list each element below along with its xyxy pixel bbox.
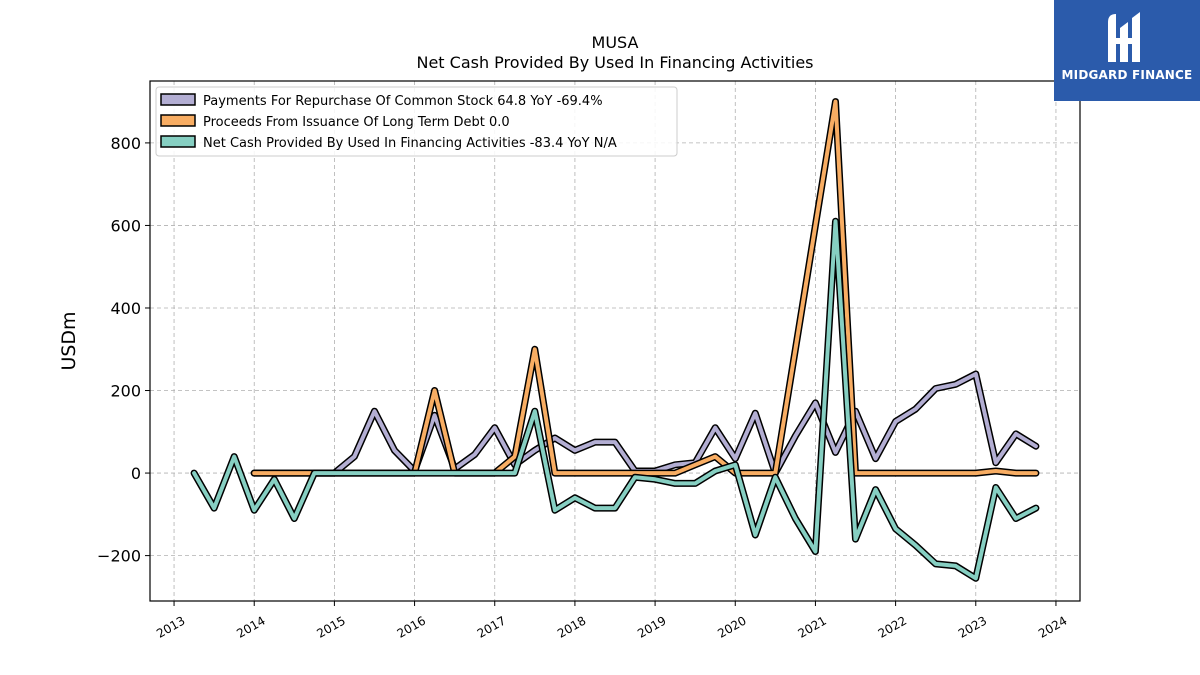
series-2 — [190, 217, 1040, 582]
x-tick-label: 2013 — [154, 613, 187, 640]
chart-title-group: MUSA Net Cash Provided By Used In Financ… — [416, 33, 813, 72]
y-tick-label: 200 — [110, 382, 141, 401]
axis-layer: 2013 2014 2015 2016 2017 2018 2019 2020 2021 2022… — [97, 134, 1069, 641]
y-tick-label: 400 — [110, 299, 141, 318]
x-tick-label: 2021 — [795, 613, 828, 640]
x-tick-label: 2015 — [314, 613, 347, 640]
x-tick-label: 2018 — [555, 613, 588, 640]
chart-title: MUSA — [592, 33, 639, 52]
y-axis-label: USDm — [58, 311, 80, 370]
x-tick-label: 2014 — [234, 613, 267, 640]
legend-label: Proceeds From Issuance Of Long Term Debt… — [203, 115, 510, 130]
x-tick-label: 2024 — [1036, 613, 1069, 640]
y-tick-label: 600 — [110, 216, 141, 235]
y-tick-label: 800 — [110, 134, 141, 153]
x-tick-label: 2019 — [635, 613, 668, 640]
x-tick-label: 2020 — [715, 613, 748, 640]
series-line-outline — [190, 217, 1040, 582]
legend-label: Payments For Repurchase Of Common Stock … — [203, 94, 603, 109]
legend-entry: Payments For Repurchase Of Common Stock … — [160, 93, 603, 109]
series-0 — [250, 370, 1040, 477]
series-line — [192, 219, 1038, 581]
legend-swatch — [160, 135, 196, 148]
series-layer — [190, 98, 1040, 582]
brand-logo: MIDGARD FINANCE — [1054, 0, 1200, 101]
legend-swatch — [160, 93, 196, 106]
legend-entry: Proceeds From Issuance Of Long Term Debt… — [160, 114, 510, 130]
x-tick-label: 2022 — [876, 613, 909, 640]
brand-logo-mark-icon — [1108, 12, 1140, 62]
grid-layer — [150, 81, 1080, 601]
x-tick-label: 2017 — [475, 613, 508, 640]
chart-subtitle: Net Cash Provided By Used In Financing A… — [416, 53, 813, 72]
plot-frame — [149, 80, 1081, 602]
y-tick-label: 0 — [131, 464, 141, 483]
legend-box — [155, 86, 678, 157]
series-line-outline — [250, 370, 1040, 477]
legend: Payments For Repurchase Of Common Stock … — [155, 86, 678, 157]
x-tick-label: 2023 — [956, 613, 989, 640]
legend-label: Net Cash Provided By Used In Financing A… — [203, 136, 617, 151]
legend-entry: Net Cash Provided By Used In Financing A… — [160, 135, 617, 151]
legend-swatch — [160, 114, 196, 127]
y-tick-label: −200 — [97, 547, 141, 566]
x-tick-label: 2016 — [395, 613, 428, 640]
brand-name: MIDGARD FINANCE — [1061, 68, 1193, 82]
